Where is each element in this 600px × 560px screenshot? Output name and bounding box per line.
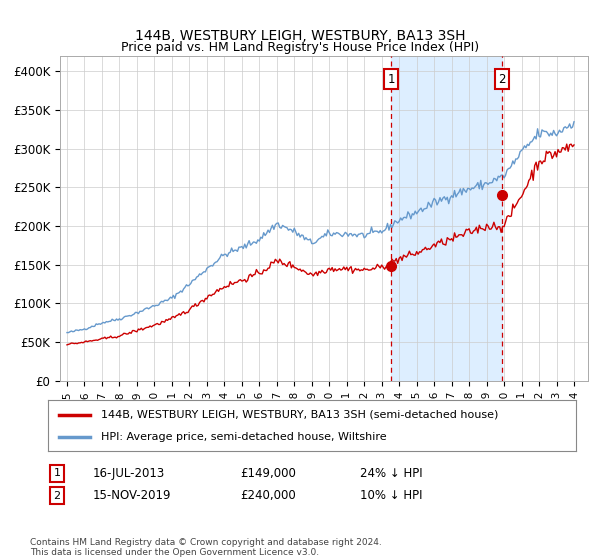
Text: 2: 2 <box>53 491 61 501</box>
Text: £149,000: £149,000 <box>240 466 296 480</box>
Text: 16-JUL-2013: 16-JUL-2013 <box>93 466 165 480</box>
Text: 1: 1 <box>388 73 395 86</box>
Text: Contains HM Land Registry data © Crown copyright and database right 2024.
This d: Contains HM Land Registry data © Crown c… <box>30 538 382 557</box>
Text: 24% ↓ HPI: 24% ↓ HPI <box>360 466 422 480</box>
Text: 10% ↓ HPI: 10% ↓ HPI <box>360 489 422 502</box>
Bar <box>391 56 502 381</box>
Text: 1: 1 <box>53 468 61 478</box>
Text: 144B, WESTBURY LEIGH, WESTBURY, BA13 3SH (semi-detached house): 144B, WESTBURY LEIGH, WESTBURY, BA13 3SH… <box>101 409 498 419</box>
Text: 144B, WESTBURY LEIGH, WESTBURY, BA13 3SH: 144B, WESTBURY LEIGH, WESTBURY, BA13 3SH <box>135 29 465 44</box>
Text: £240,000: £240,000 <box>240 489 296 502</box>
Text: Price paid vs. HM Land Registry's House Price Index (HPI): Price paid vs. HM Land Registry's House … <box>121 41 479 54</box>
Text: HPI: Average price, semi-detached house, Wiltshire: HPI: Average price, semi-detached house,… <box>101 432 386 442</box>
Text: 2: 2 <box>498 73 506 86</box>
Text: 15-NOV-2019: 15-NOV-2019 <box>93 489 172 502</box>
